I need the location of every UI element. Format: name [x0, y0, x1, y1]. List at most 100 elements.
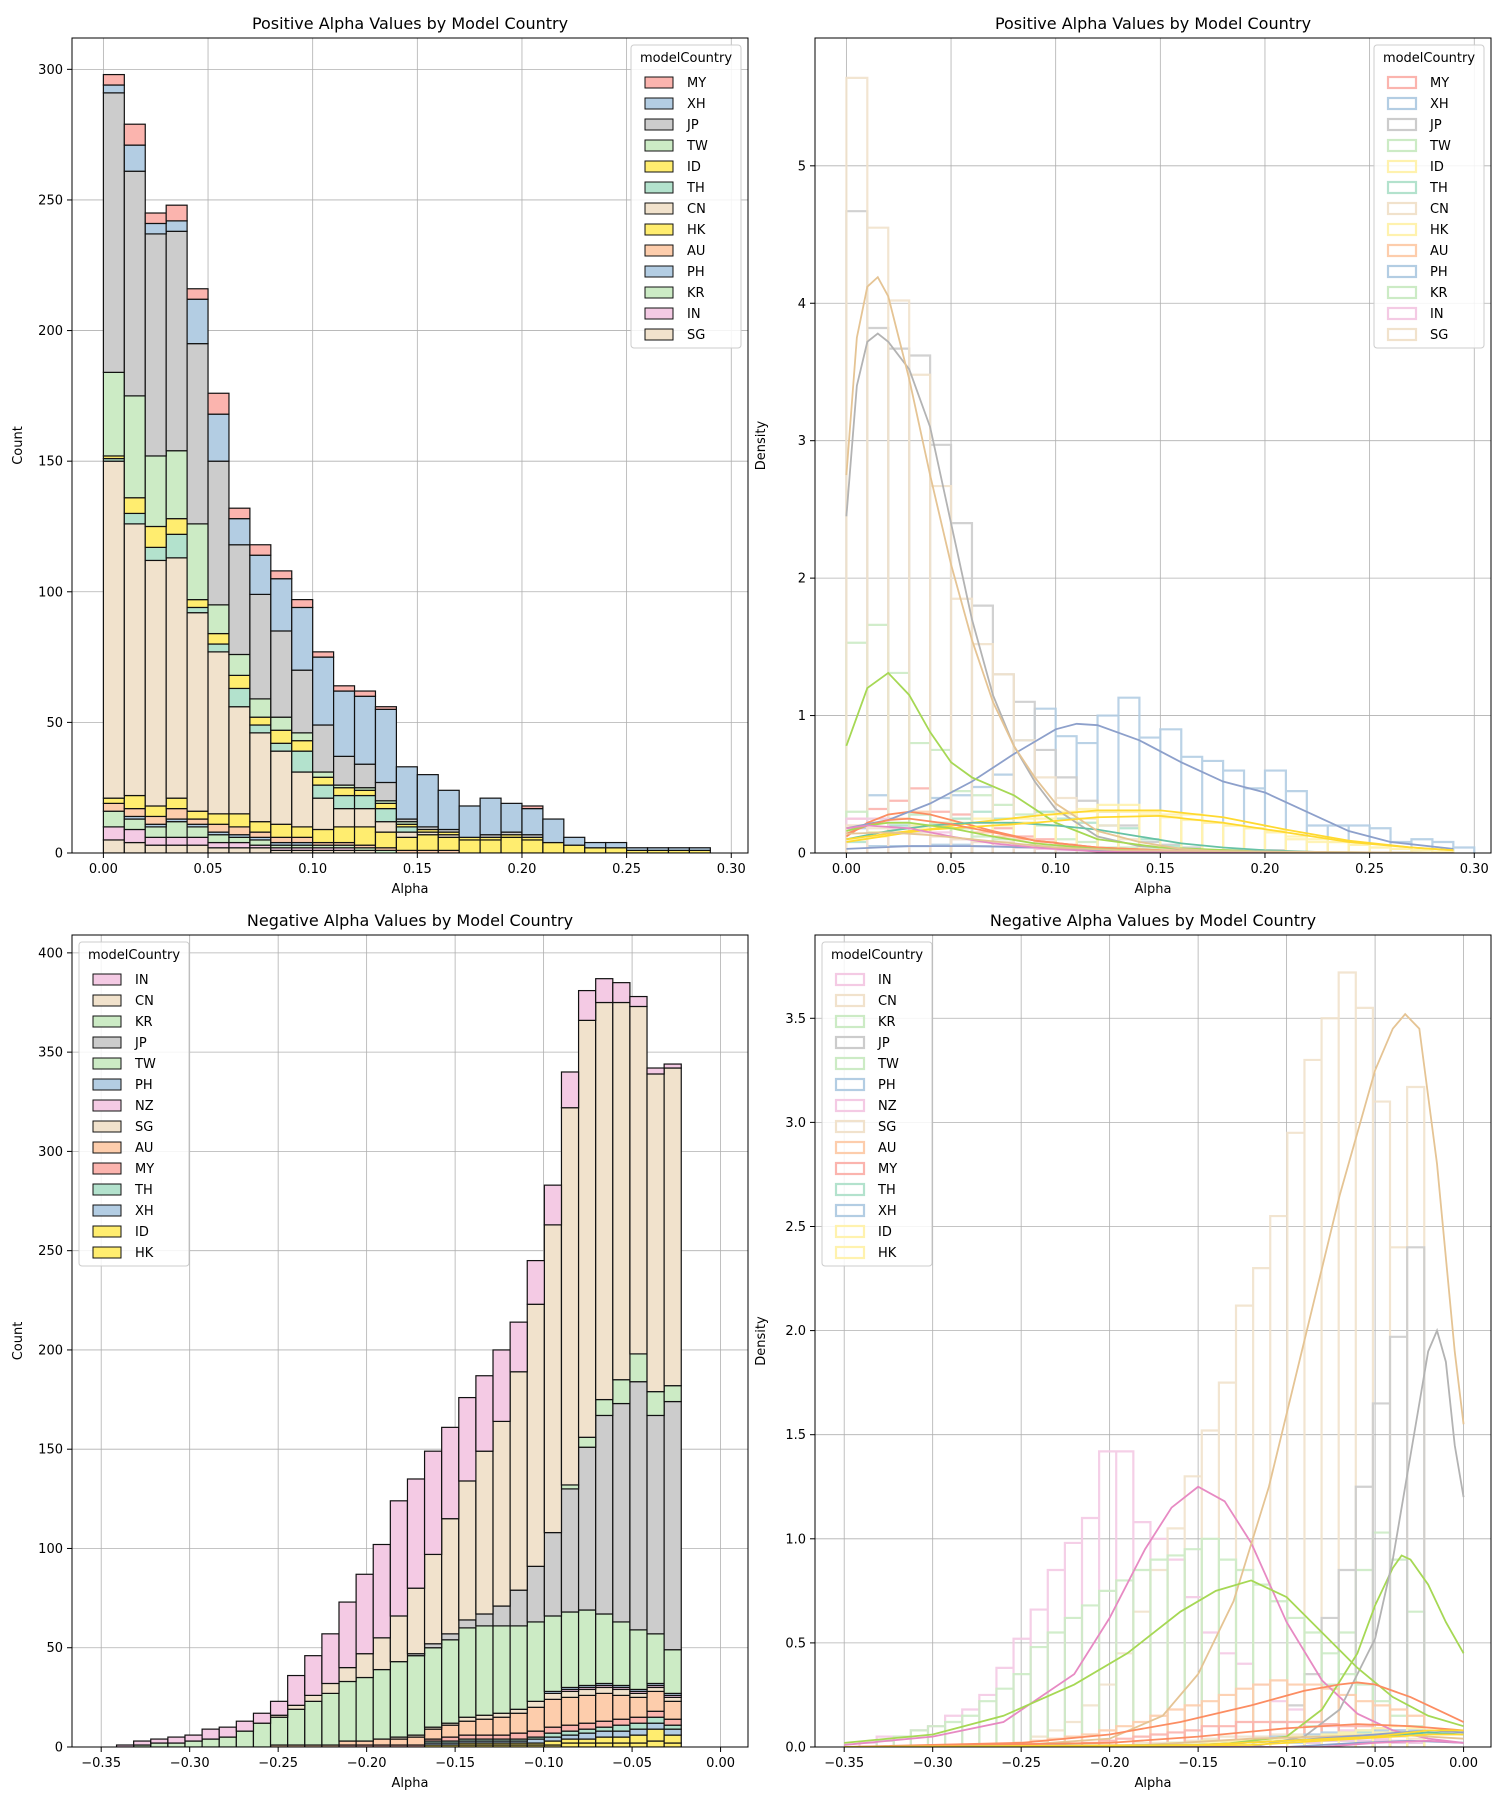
legend-swatch-sg — [834, 1119, 866, 1134]
y-tick-label: 0 — [55, 1741, 63, 1756]
x-tick-label: 0.15 — [1146, 862, 1175, 877]
bar-kr — [186, 826, 209, 838]
bar-kr — [144, 826, 167, 838]
bar-xh — [584, 841, 607, 849]
legend-swatch-in — [834, 972, 866, 987]
bar-cn — [165, 557, 188, 799]
bar-hk — [479, 839, 502, 853]
bar-th — [629, 1722, 648, 1730]
grid — [815, 935, 1491, 1748]
bar-tw — [338, 1680, 357, 1742]
bar-cn — [395, 831, 418, 838]
y-tick-label: 2 — [798, 572, 806, 587]
x-axis-label: Alpha — [392, 1776, 429, 1791]
x-tick-label: 0.00 — [706, 1756, 735, 1771]
legend-label-cn: CN — [687, 202, 706, 217]
legend-swatch-tw — [644, 139, 674, 152]
bar-tw — [321, 1692, 340, 1746]
y-tick-label: 350 — [38, 1046, 63, 1061]
bar-id — [629, 1734, 648, 1744]
legend-swatch-th — [644, 181, 674, 194]
y-tick-label: 0.0 — [785, 1741, 806, 1756]
bar-au — [475, 1718, 494, 1736]
legend-swatch-jp — [1386, 117, 1418, 132]
bar-th — [228, 687, 251, 708]
bar-xh — [612, 1730, 631, 1738]
legend-label-au: AU — [878, 1141, 896, 1156]
x-tick-label: −0.05 — [1355, 1756, 1395, 1771]
bar-cn — [526, 1303, 545, 1567]
bar-jp — [333, 755, 356, 786]
bar-my — [663, 1718, 682, 1726]
legend-label-ph: PH — [1430, 265, 1448, 280]
bar-jp — [353, 763, 377, 789]
bar-th — [291, 750, 314, 773]
bar-id — [612, 1736, 631, 1744]
kde-line-in — [844, 1485, 1464, 1746]
bar-kr — [228, 836, 251, 844]
bar-xh — [312, 656, 335, 726]
bar-hk — [186, 810, 209, 820]
bar-hk — [458, 839, 481, 853]
bar-my — [509, 1732, 528, 1740]
bar-au — [509, 1712, 528, 1734]
legend-label-hk: HK — [878, 1246, 897, 1261]
bar-hk — [165, 797, 188, 810]
bar-tw — [184, 1740, 203, 1747]
bar-hk — [437, 836, 460, 851]
bar-tw — [629, 1629, 648, 1691]
bar-kr — [207, 834, 230, 844]
legend-label-cn: CN — [135, 994, 154, 1009]
bar-cn — [333, 807, 356, 828]
bar-tw — [252, 1722, 272, 1747]
bar-id — [312, 776, 335, 786]
bar-xh — [291, 606, 314, 671]
bar-hk — [542, 841, 565, 853]
bar-hk — [228, 813, 251, 828]
legend-label-id: ID — [1430, 160, 1444, 175]
legend-label-tw: TW — [1429, 139, 1451, 154]
x-tick-label: 0.00 — [89, 862, 118, 877]
legend-swatch-jp — [644, 118, 674, 131]
bar-xh — [577, 1732, 597, 1740]
legend-swatch-sg — [644, 328, 674, 341]
bar-xh — [563, 836, 586, 846]
bar-au — [291, 836, 314, 844]
bar-kr — [612, 1379, 631, 1405]
bar-sg — [186, 844, 209, 853]
bar-in — [186, 836, 209, 846]
legend-swatch-my — [92, 1162, 122, 1175]
bar-in — [338, 1601, 357, 1669]
bar-hk — [416, 834, 439, 851]
bar-cn — [543, 1224, 563, 1534]
bar-hk — [291, 826, 314, 838]
bar-hk — [605, 847, 628, 853]
legend-label-au: AU — [1430, 244, 1448, 259]
bar-tw — [144, 455, 167, 528]
legend-swatch-kr — [1386, 285, 1418, 300]
bar-my — [228, 507, 251, 520]
bar-in — [423, 1450, 443, 1556]
x-tick-label: −0.35 — [824, 1756, 864, 1771]
bar-hk — [312, 828, 335, 844]
bar-au — [458, 1720, 477, 1736]
bar-in — [629, 995, 648, 1008]
bar-my — [144, 212, 167, 225]
bar-cn — [123, 523, 146, 797]
bar-tw — [509, 1625, 528, 1710]
bar-jp — [186, 343, 209, 525]
bar-au — [228, 826, 251, 836]
bar-hk — [249, 821, 272, 833]
bar-hk — [102, 797, 125, 804]
bar-au — [186, 818, 209, 825]
bar-xh — [144, 222, 167, 235]
legend-label-id: ID — [878, 1225, 892, 1240]
bar-jp — [629, 1381, 648, 1631]
legend-label-my: MY — [878, 1162, 897, 1177]
y-tick-label: 200 — [38, 1343, 63, 1358]
legend-label-in: IN — [878, 973, 892, 988]
x-tick-label: −0.15 — [435, 1756, 475, 1771]
bar-id — [249, 716, 272, 726]
x-tick-label: −0.25 — [1001, 1756, 1041, 1771]
bar-sg — [560, 1690, 580, 1698]
